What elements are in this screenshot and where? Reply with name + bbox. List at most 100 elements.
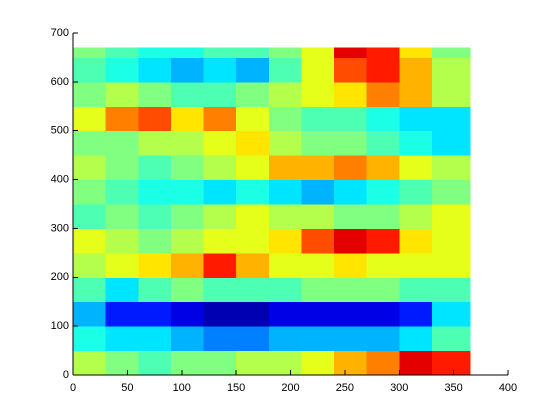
cell bbox=[170, 179, 204, 205]
cell bbox=[334, 326, 368, 352]
cell bbox=[431, 47, 471, 58]
cell bbox=[431, 57, 471, 83]
x-tick-label: 250 bbox=[336, 382, 354, 394]
cell bbox=[236, 277, 270, 303]
x-tick-label: 350 bbox=[444, 382, 462, 394]
cell bbox=[301, 228, 335, 254]
cell bbox=[399, 106, 433, 132]
cell bbox=[301, 277, 335, 303]
cell bbox=[301, 47, 335, 58]
cell bbox=[268, 130, 302, 156]
cell bbox=[399, 252, 433, 278]
cell bbox=[73, 47, 107, 58]
cell bbox=[334, 130, 368, 156]
cell bbox=[399, 277, 433, 303]
cell bbox=[105, 57, 139, 83]
cell bbox=[268, 57, 302, 83]
cell bbox=[105, 47, 139, 58]
cell bbox=[105, 350, 139, 376]
cell bbox=[170, 81, 204, 107]
cell bbox=[236, 350, 270, 376]
cell bbox=[138, 350, 172, 376]
cell bbox=[236, 130, 270, 156]
cell bbox=[236, 204, 270, 229]
cell bbox=[431, 204, 471, 229]
cell bbox=[138, 47, 172, 58]
cell bbox=[399, 228, 433, 254]
cell bbox=[203, 277, 237, 303]
cell bbox=[73, 130, 107, 156]
cell bbox=[170, 228, 204, 254]
cell bbox=[301, 252, 335, 278]
cell bbox=[105, 155, 139, 181]
cell bbox=[301, 204, 335, 229]
cell bbox=[366, 57, 400, 83]
cell bbox=[236, 228, 270, 254]
cell bbox=[268, 277, 302, 303]
cell bbox=[366, 350, 400, 376]
y-tick-label: 400 bbox=[51, 173, 69, 185]
x-tick-label: 0 bbox=[70, 382, 76, 394]
cell bbox=[203, 47, 237, 58]
cell bbox=[268, 301, 302, 327]
cell bbox=[366, 155, 400, 181]
cell bbox=[301, 179, 335, 205]
cell bbox=[170, 47, 204, 58]
cell bbox=[366, 204, 400, 229]
cell bbox=[334, 57, 368, 83]
cell bbox=[105, 81, 139, 107]
cell bbox=[138, 179, 172, 205]
cell bbox=[431, 155, 471, 181]
cell bbox=[268, 350, 302, 376]
cell bbox=[170, 326, 204, 352]
cell bbox=[431, 81, 471, 107]
y-tick-label: 300 bbox=[51, 222, 69, 234]
cell bbox=[236, 81, 270, 107]
cell bbox=[268, 326, 302, 352]
cell bbox=[399, 57, 433, 83]
cell bbox=[105, 106, 139, 132]
cell bbox=[268, 228, 302, 254]
y-tick-label: 600 bbox=[51, 76, 69, 88]
cell bbox=[431, 277, 471, 303]
cell bbox=[236, 106, 270, 132]
cell bbox=[203, 301, 237, 327]
cell bbox=[399, 81, 433, 107]
x-tick-label: 100 bbox=[173, 382, 191, 394]
cell bbox=[203, 130, 237, 156]
cell bbox=[301, 57, 335, 83]
cell bbox=[203, 350, 237, 376]
cell bbox=[236, 47, 270, 58]
cell bbox=[138, 130, 172, 156]
cell bbox=[399, 130, 433, 156]
cell bbox=[170, 57, 204, 83]
cell bbox=[203, 326, 237, 352]
cell bbox=[203, 155, 237, 181]
cell bbox=[73, 326, 107, 352]
cell bbox=[73, 350, 107, 376]
cell bbox=[431, 252, 471, 278]
cell bbox=[73, 106, 107, 132]
cell bbox=[138, 81, 172, 107]
cell bbox=[73, 277, 107, 303]
cell bbox=[170, 130, 204, 156]
cell bbox=[138, 252, 172, 278]
cell bbox=[268, 252, 302, 278]
cell bbox=[138, 277, 172, 303]
cell bbox=[138, 228, 172, 254]
cell bbox=[73, 228, 107, 254]
cell bbox=[236, 179, 270, 205]
cell bbox=[334, 106, 368, 132]
cell bbox=[399, 179, 433, 205]
cell bbox=[203, 228, 237, 254]
cell bbox=[431, 228, 471, 254]
cell bbox=[105, 301, 139, 327]
cell bbox=[399, 47, 433, 58]
cell bbox=[399, 350, 433, 376]
cell bbox=[73, 252, 107, 278]
cell bbox=[138, 57, 172, 83]
cell bbox=[334, 301, 368, 327]
cell bbox=[236, 57, 270, 83]
cell bbox=[105, 277, 139, 303]
x-tick-label: 300 bbox=[390, 382, 408, 394]
